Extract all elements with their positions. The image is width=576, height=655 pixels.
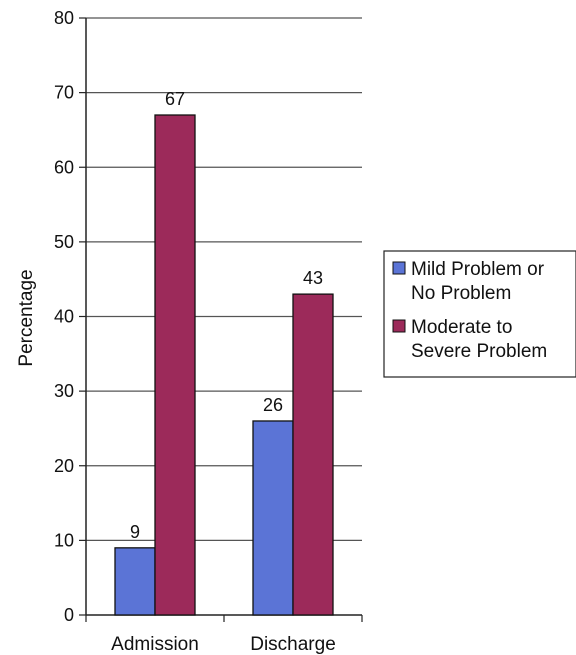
- y-tick-label: 10: [54, 530, 74, 550]
- legend-label: Mild Problem or: [411, 259, 545, 280]
- y-tick-label: 80: [54, 8, 74, 28]
- bar-admission-series-0: [115, 548, 155, 615]
- y-tick-label: 40: [54, 307, 74, 327]
- bar-admission-series-1: [155, 115, 195, 615]
- data-label: 43: [303, 268, 323, 288]
- data-label: 9: [130, 522, 140, 542]
- legend-swatch: [393, 262, 405, 274]
- legend: Mild Problem or No Problem Moderate to Seve…: [384, 251, 576, 377]
- y-tick-label: 30: [54, 381, 74, 401]
- legend-swatch: [393, 320, 405, 332]
- data-label: 67: [165, 89, 185, 109]
- y-tick-label: 70: [54, 83, 74, 103]
- bar-discharge-series-0: [253, 421, 293, 615]
- y-tick-label: 60: [54, 157, 74, 177]
- y-tick-label: 50: [54, 232, 74, 252]
- x-category-label: Admission: [111, 634, 199, 655]
- y-tick-label: 20: [54, 456, 74, 476]
- legend-label: Moderate to: [411, 317, 512, 338]
- legend-label: No Problem: [411, 283, 511, 304]
- bar-discharge-series-1: [293, 294, 333, 615]
- y-tick-label: 0: [64, 605, 74, 625]
- y-axis-title: Percentage: [16, 269, 37, 366]
- x-category-label: Discharge: [250, 634, 336, 655]
- legend-label: Severe Problem: [411, 341, 547, 362]
- data-label: 26: [263, 395, 283, 415]
